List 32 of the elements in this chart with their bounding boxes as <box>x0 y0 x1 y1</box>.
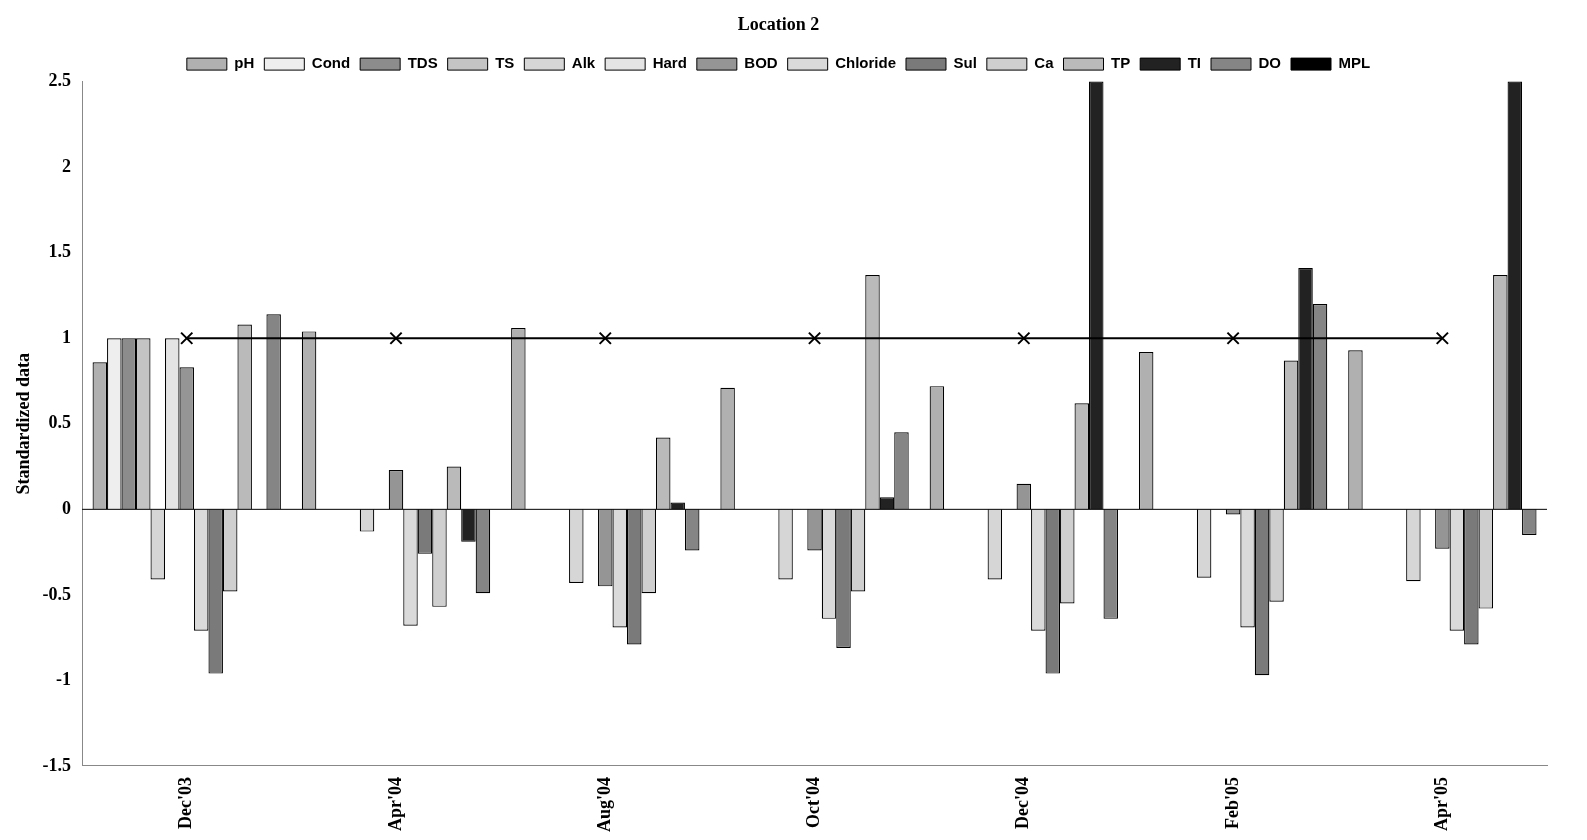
y-tick-label: -1 <box>56 669 72 690</box>
legend-label: Cond <box>311 54 351 72</box>
y-tick-label: 2 <box>62 155 72 176</box>
x-tick-label: Apr'04 <box>384 776 405 831</box>
legend-label: Sul <box>953 54 977 72</box>
chart-title: Location 2 <box>737 14 820 35</box>
x-tick-label: Dec'03 <box>175 776 196 829</box>
x-tick-label: Aug'04 <box>593 776 614 832</box>
x-tick-label: Feb'05 <box>1221 776 1242 829</box>
legend-label: Hard <box>652 54 687 72</box>
legend-label: DO <box>1258 54 1282 72</box>
y-tick-label: -0.5 <box>42 583 72 604</box>
legend-label: TS <box>495 54 515 72</box>
x-tick-label: Dec'04 <box>1012 776 1033 829</box>
legend-label: TI <box>1187 54 1202 72</box>
legend-label: Chloride <box>835 54 897 72</box>
y-tick-label: 2.5 <box>48 70 72 91</box>
legend-label: pH <box>234 54 255 72</box>
legend-label: BOD <box>744 54 778 72</box>
legend-label: Alk <box>571 54 596 72</box>
y-axis-title: Standardized data <box>13 353 34 495</box>
y-tick-label: 1.5 <box>48 241 72 262</box>
legend-label: Ca <box>1034 54 1055 72</box>
x-tick-label: Oct'04 <box>803 776 824 828</box>
y-tick-label: 0 <box>62 498 72 518</box>
legend-label: MPL <box>1338 54 1371 72</box>
y-tick-label: -1.5 <box>42 754 72 775</box>
x-tick-label: Apr'05 <box>1431 776 1452 831</box>
y-tick-label: 1 <box>62 326 72 347</box>
legend-label: TP <box>1111 54 1131 72</box>
y-tick-label: 0.5 <box>48 412 72 433</box>
legend-label: TDS <box>407 54 438 72</box>
